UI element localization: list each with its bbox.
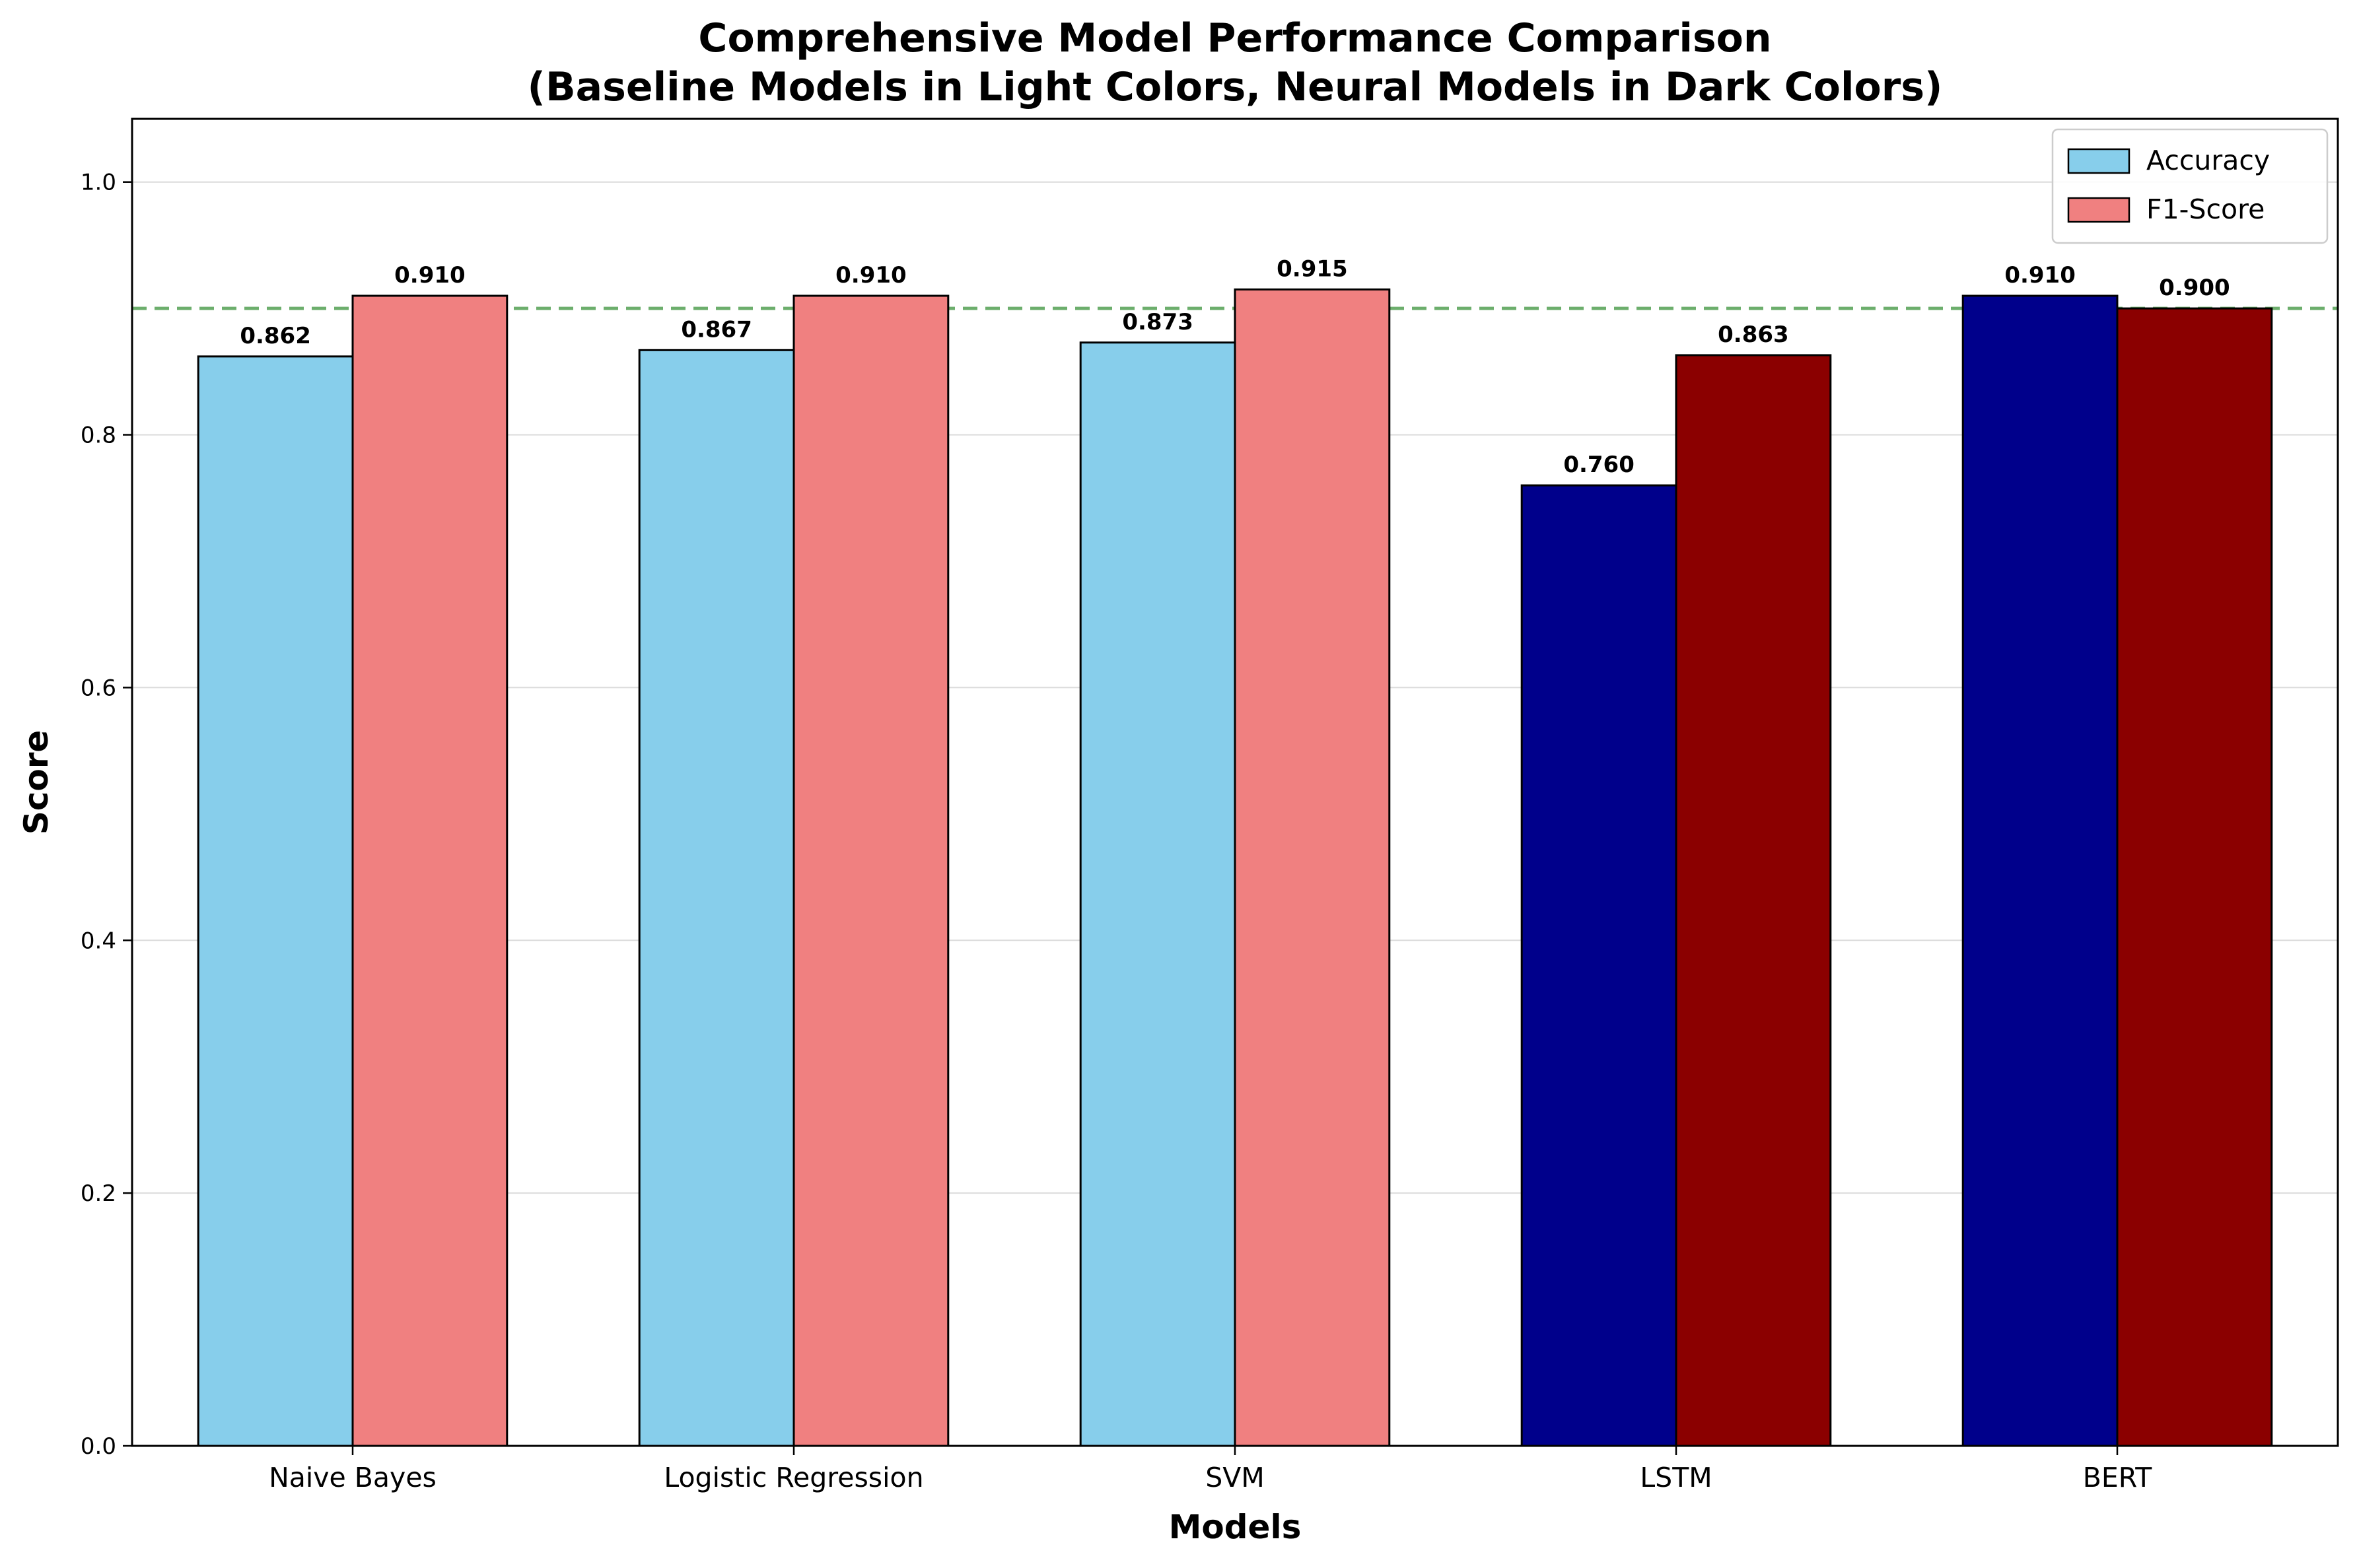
axes: 0.0 0.2 0.4 0.6 0.8 1.0 Naive Bayes Logistic Re… <box>81 118 2339 1493</box>
x-tick-label: LSTM <box>1640 1462 1712 1493</box>
bars <box>197 288 2273 1447</box>
legend-label: F1-Score <box>2146 193 2265 225</box>
bar-f1-score-logistic-regression <box>792 294 950 1447</box>
bar-value-label: 0.910 <box>394 262 466 289</box>
bar-accuracy-naive-bayes <box>197 355 354 1447</box>
bar-f1-score-bert <box>2116 307 2273 1447</box>
chart-subtitle: (Baseline Models in Light Colors, Neural… <box>528 64 1943 110</box>
x-tick-label: Logistic Regression <box>664 1462 923 1493</box>
chart-title: Comprehensive Model Performance Comparis… <box>698 15 1771 61</box>
bar-value-labels: 0.862 0.910 0.867 0.910 0.873 0.915 0.760 0.863… <box>240 256 2230 478</box>
bar-accuracy-bert <box>1961 294 2119 1447</box>
x-tick-label: SVM <box>1205 1462 1264 1493</box>
y-tick-label: 0.2 <box>81 1180 116 1207</box>
bar-value-label: 0.873 <box>1122 309 1193 335</box>
bar-value-label: 0.900 <box>2159 275 2230 301</box>
legend-swatch <box>2067 148 2130 174</box>
bar-value-label: 0.863 <box>1718 322 1789 348</box>
plot-frame <box>131 118 2339 1447</box>
bar-value-label: 0.867 <box>681 316 752 343</box>
bar-accuracy-logistic-regression <box>638 349 795 1447</box>
bar-f1-score-svm <box>1234 288 1391 1447</box>
x-axis-label: Models <box>1169 1508 1302 1546</box>
bar-accuracy-lstm <box>1520 484 1677 1447</box>
y-tick-label: 0.0 <box>81 1433 116 1460</box>
y-tick-label: 0.4 <box>81 928 116 954</box>
y-tick-label: 0.6 <box>81 675 116 701</box>
x-tick-label: Naive Bayes <box>269 1462 437 1493</box>
legend-swatch <box>2067 197 2130 223</box>
y-axis-label: Score <box>17 730 55 835</box>
bar-value-label: 0.760 <box>1563 452 1635 478</box>
bar-value-label: 0.910 <box>835 262 907 289</box>
bar-accuracy-svm <box>1079 341 1236 1447</box>
bar-f1-score-lstm <box>1675 354 1832 1447</box>
bar-f1-score-naive-bayes <box>351 294 509 1447</box>
y-tick-label: 1.0 <box>81 170 116 196</box>
x-tick-label: BERT <box>2083 1462 2153 1493</box>
bar-value-label: 0.915 <box>1277 256 1348 282</box>
bar-value-label: 0.862 <box>240 323 311 349</box>
legend-label: Accuracy <box>2146 145 2270 176</box>
y-tick-label: 0.8 <box>81 423 116 449</box>
legend: Accuracy F1-Score <box>2051 128 2329 244</box>
bar-value-label: 0.910 <box>2004 262 2076 289</box>
